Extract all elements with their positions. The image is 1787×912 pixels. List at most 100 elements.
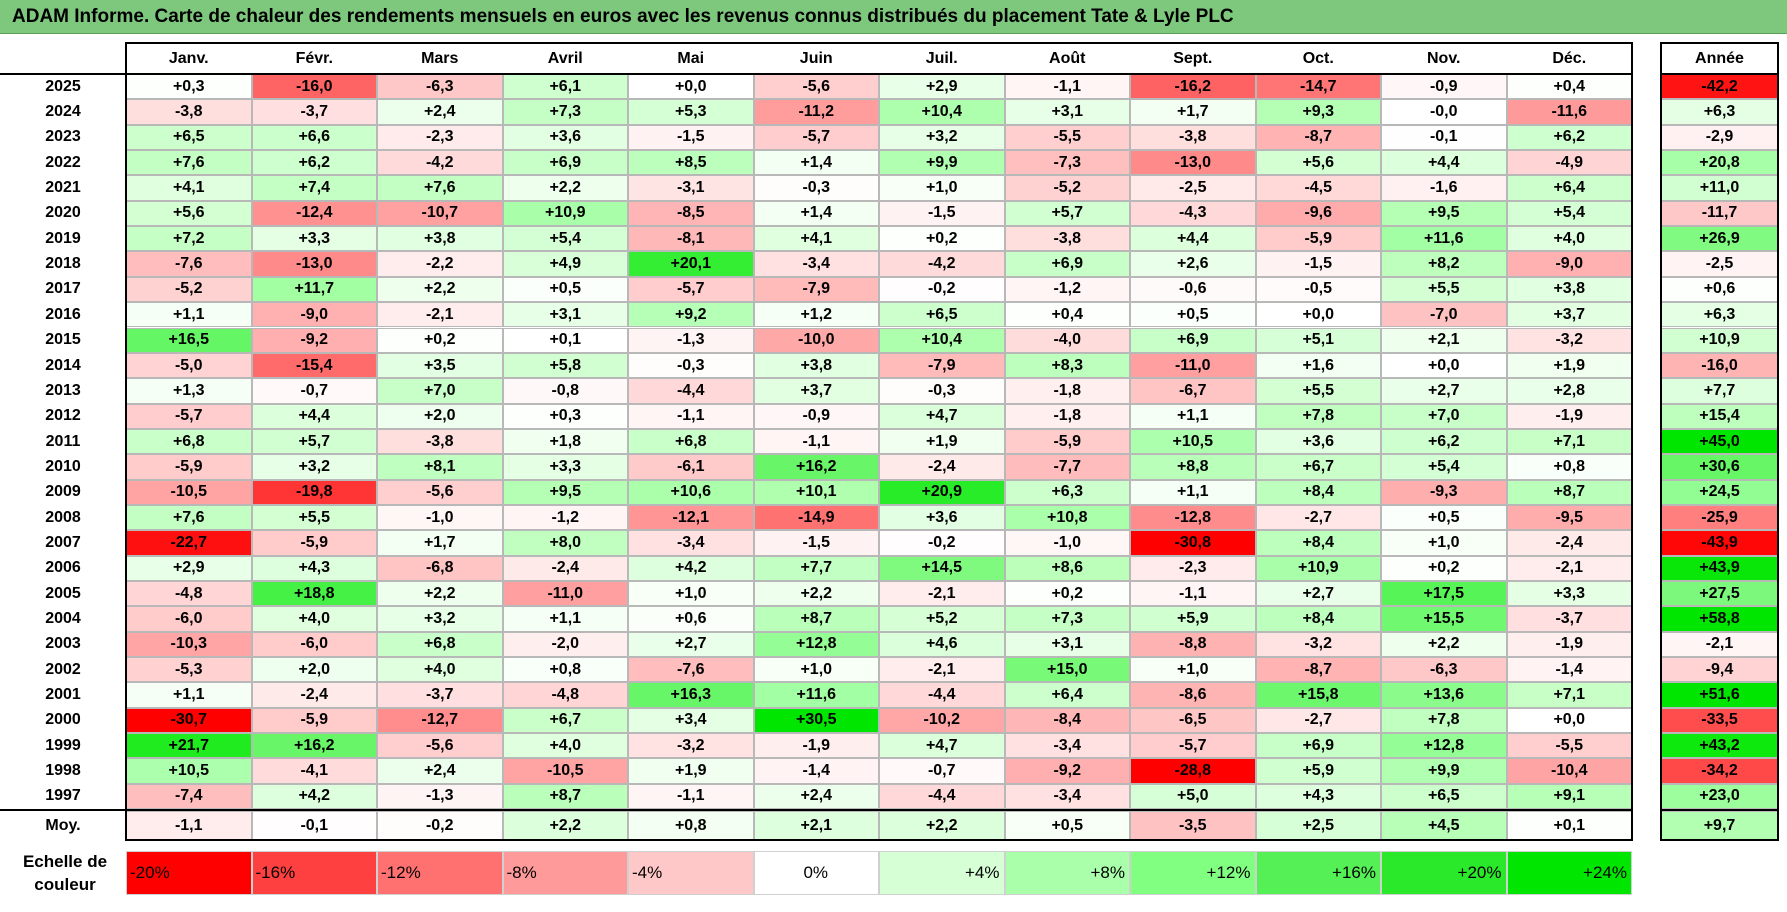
average-cell: +4,5 [1381, 811, 1507, 841]
heatmap-cell: +0,3 [502, 403, 628, 429]
heatmap-cell: +6,5 [879, 302, 1005, 328]
heatmap-cell: -4,5 [1255, 175, 1381, 201]
heatmap-cell: +1,1 [1130, 403, 1256, 429]
heatmap-cell: +1,3 [126, 378, 252, 404]
heatmap-cell: -10,5 [126, 479, 252, 505]
heatmap-cell: -0,3 [628, 352, 754, 379]
annual-cell: +23,0 [1661, 783, 1778, 810]
heatmap-cell: +3,3 [1506, 581, 1632, 607]
heatmap-cell: -5,6 [377, 479, 503, 505]
heatmap-cell: +1,0 [879, 175, 1005, 201]
heatmap-cell: -3,4 [1004, 733, 1130, 759]
heatmap-cell: -2,2 [377, 251, 503, 277]
heatmap-cell: -0,6 [1130, 276, 1256, 303]
heatmap-cell: +9,9 [879, 150, 1005, 176]
heatmap-cell: -0,8 [502, 378, 628, 404]
heatmap-cell: +6,9 [1130, 327, 1256, 353]
heatmap-cell: -4,1 [251, 758, 377, 784]
heatmap-cell: -3,7 [1506, 606, 1632, 632]
heatmap-cell: +8,5 [628, 150, 754, 176]
heatmap-cell: -1,2 [502, 504, 628, 531]
heatmap-cell: -6,0 [251, 631, 377, 658]
legend-stop: -20% [126, 851, 252, 895]
heatmap-cell: -4,3 [1130, 200, 1256, 227]
legend-stop: 0% [753, 851, 879, 895]
heatmap-cell: +5,5 [1255, 378, 1381, 404]
month-header: Janv. [126, 43, 252, 74]
heatmap-cell: +8,4 [1255, 479, 1381, 505]
heatmap-cell: +3,2 [879, 124, 1005, 151]
heatmap-cell: -8,7 [1255, 124, 1381, 151]
heatmap-cell: -1,4 [753, 758, 879, 784]
heatmap-cell: -0,7 [251, 378, 377, 404]
heatmap-cell: -3,2 [1255, 631, 1381, 658]
heatmap-cell: -11,0 [502, 581, 628, 607]
heatmap-cell: -6,5 [1130, 707, 1256, 734]
heatmap-cell: +0,2 [879, 226, 1005, 252]
heatmap-cell: +6,9 [1255, 733, 1381, 759]
row-year-label: 2015 [45, 331, 81, 349]
heatmap-cell: -2,4 [1506, 530, 1632, 556]
heatmap-cell: -1,0 [377, 504, 503, 531]
heatmap-cell: +13,6 [1381, 682, 1507, 708]
row-year-label: 2020 [45, 204, 81, 222]
heatmap-cell: +7,2 [126, 226, 252, 252]
average-cell: +2,2 [879, 811, 1005, 841]
heatmap-cell: -6,0 [126, 606, 252, 632]
heatmap-cell: -2,4 [251, 682, 377, 708]
heatmap-cell: +18,8 [251, 581, 377, 607]
heatmap-cell: +2,9 [879, 74, 1005, 100]
heatmap-cell: -1,8 [1004, 403, 1130, 429]
heatmap-cell: -8,4 [1004, 707, 1130, 734]
month-header: Juin [753, 43, 879, 74]
heatmap-cell: -5,5 [1004, 124, 1130, 151]
legend-title-line2: couleur [34, 875, 96, 894]
row-year-label: 2021 [45, 179, 81, 197]
heatmap-cell: +5,4 [1381, 454, 1507, 480]
heatmap-cell: +2,4 [377, 758, 503, 784]
heatmap-cell: -5,6 [377, 733, 503, 759]
heatmap-cell: +4,7 [879, 733, 1005, 759]
annual-cell: +6,3 [1661, 302, 1778, 328]
heatmap-cell: -12,7 [377, 707, 503, 734]
heatmap-cell: +1,1 [502, 606, 628, 632]
heatmap-cell: -8,5 [628, 200, 754, 227]
heatmap-cell: +9,2 [628, 302, 754, 328]
heatmap-cell: +5,5 [251, 504, 377, 531]
heatmap-cell: -1,5 [628, 124, 754, 151]
row-year-label: 1999 [45, 736, 81, 754]
heatmap-cell: +0,2 [1004, 581, 1130, 607]
heatmap-cell: -7,4 [126, 783, 252, 810]
row-year-label: 2018 [45, 255, 81, 273]
heatmap-cell: +1,9 [1506, 352, 1632, 379]
heatmap-cell: +2,0 [377, 403, 503, 429]
heatmap-cell: -4,8 [126, 581, 252, 607]
heatmap-cell: -0,2 [879, 276, 1005, 303]
heatmap-cell: +1,1 [126, 682, 252, 708]
annual-cell: -9,4 [1661, 657, 1778, 683]
heatmap-cell: +8,1 [377, 454, 503, 480]
heatmap-cell: +8,7 [1506, 479, 1632, 505]
row-year-label: 2003 [45, 635, 81, 653]
heatmap-cell: +4,3 [1255, 783, 1381, 810]
heatmap-cell: +15,0 [1004, 657, 1130, 683]
heatmap-cell: +4,6 [879, 631, 1005, 658]
heatmap-cell: -5,7 [126, 403, 252, 429]
heatmap-cell: +8,8 [1130, 454, 1256, 480]
heatmap-cell: -5,3 [126, 657, 252, 683]
heatmap-cell: -11,2 [753, 99, 879, 125]
heatmap-cell: -2,1 [879, 581, 1005, 607]
average-cell: -3,5 [1130, 811, 1256, 841]
heatmap-cell: +8,6 [1004, 555, 1130, 581]
annual-cell: +7,7 [1661, 378, 1778, 404]
heatmap-cell: +1,6 [1255, 352, 1381, 379]
annual-cell: +26,9 [1661, 226, 1778, 252]
heatmap-cell: +6,6 [251, 124, 377, 151]
heatmap-cell: -4,2 [879, 251, 1005, 277]
heatmap-cell: +3,6 [879, 504, 1005, 531]
heatmap-cell: +8,4 [1255, 606, 1381, 632]
heatmap-cell: -0,7 [879, 758, 1005, 784]
average-cell: -0,1 [251, 811, 377, 841]
heatmap-cell: -2,7 [1255, 504, 1381, 531]
legend-stop: +16% [1255, 851, 1381, 895]
